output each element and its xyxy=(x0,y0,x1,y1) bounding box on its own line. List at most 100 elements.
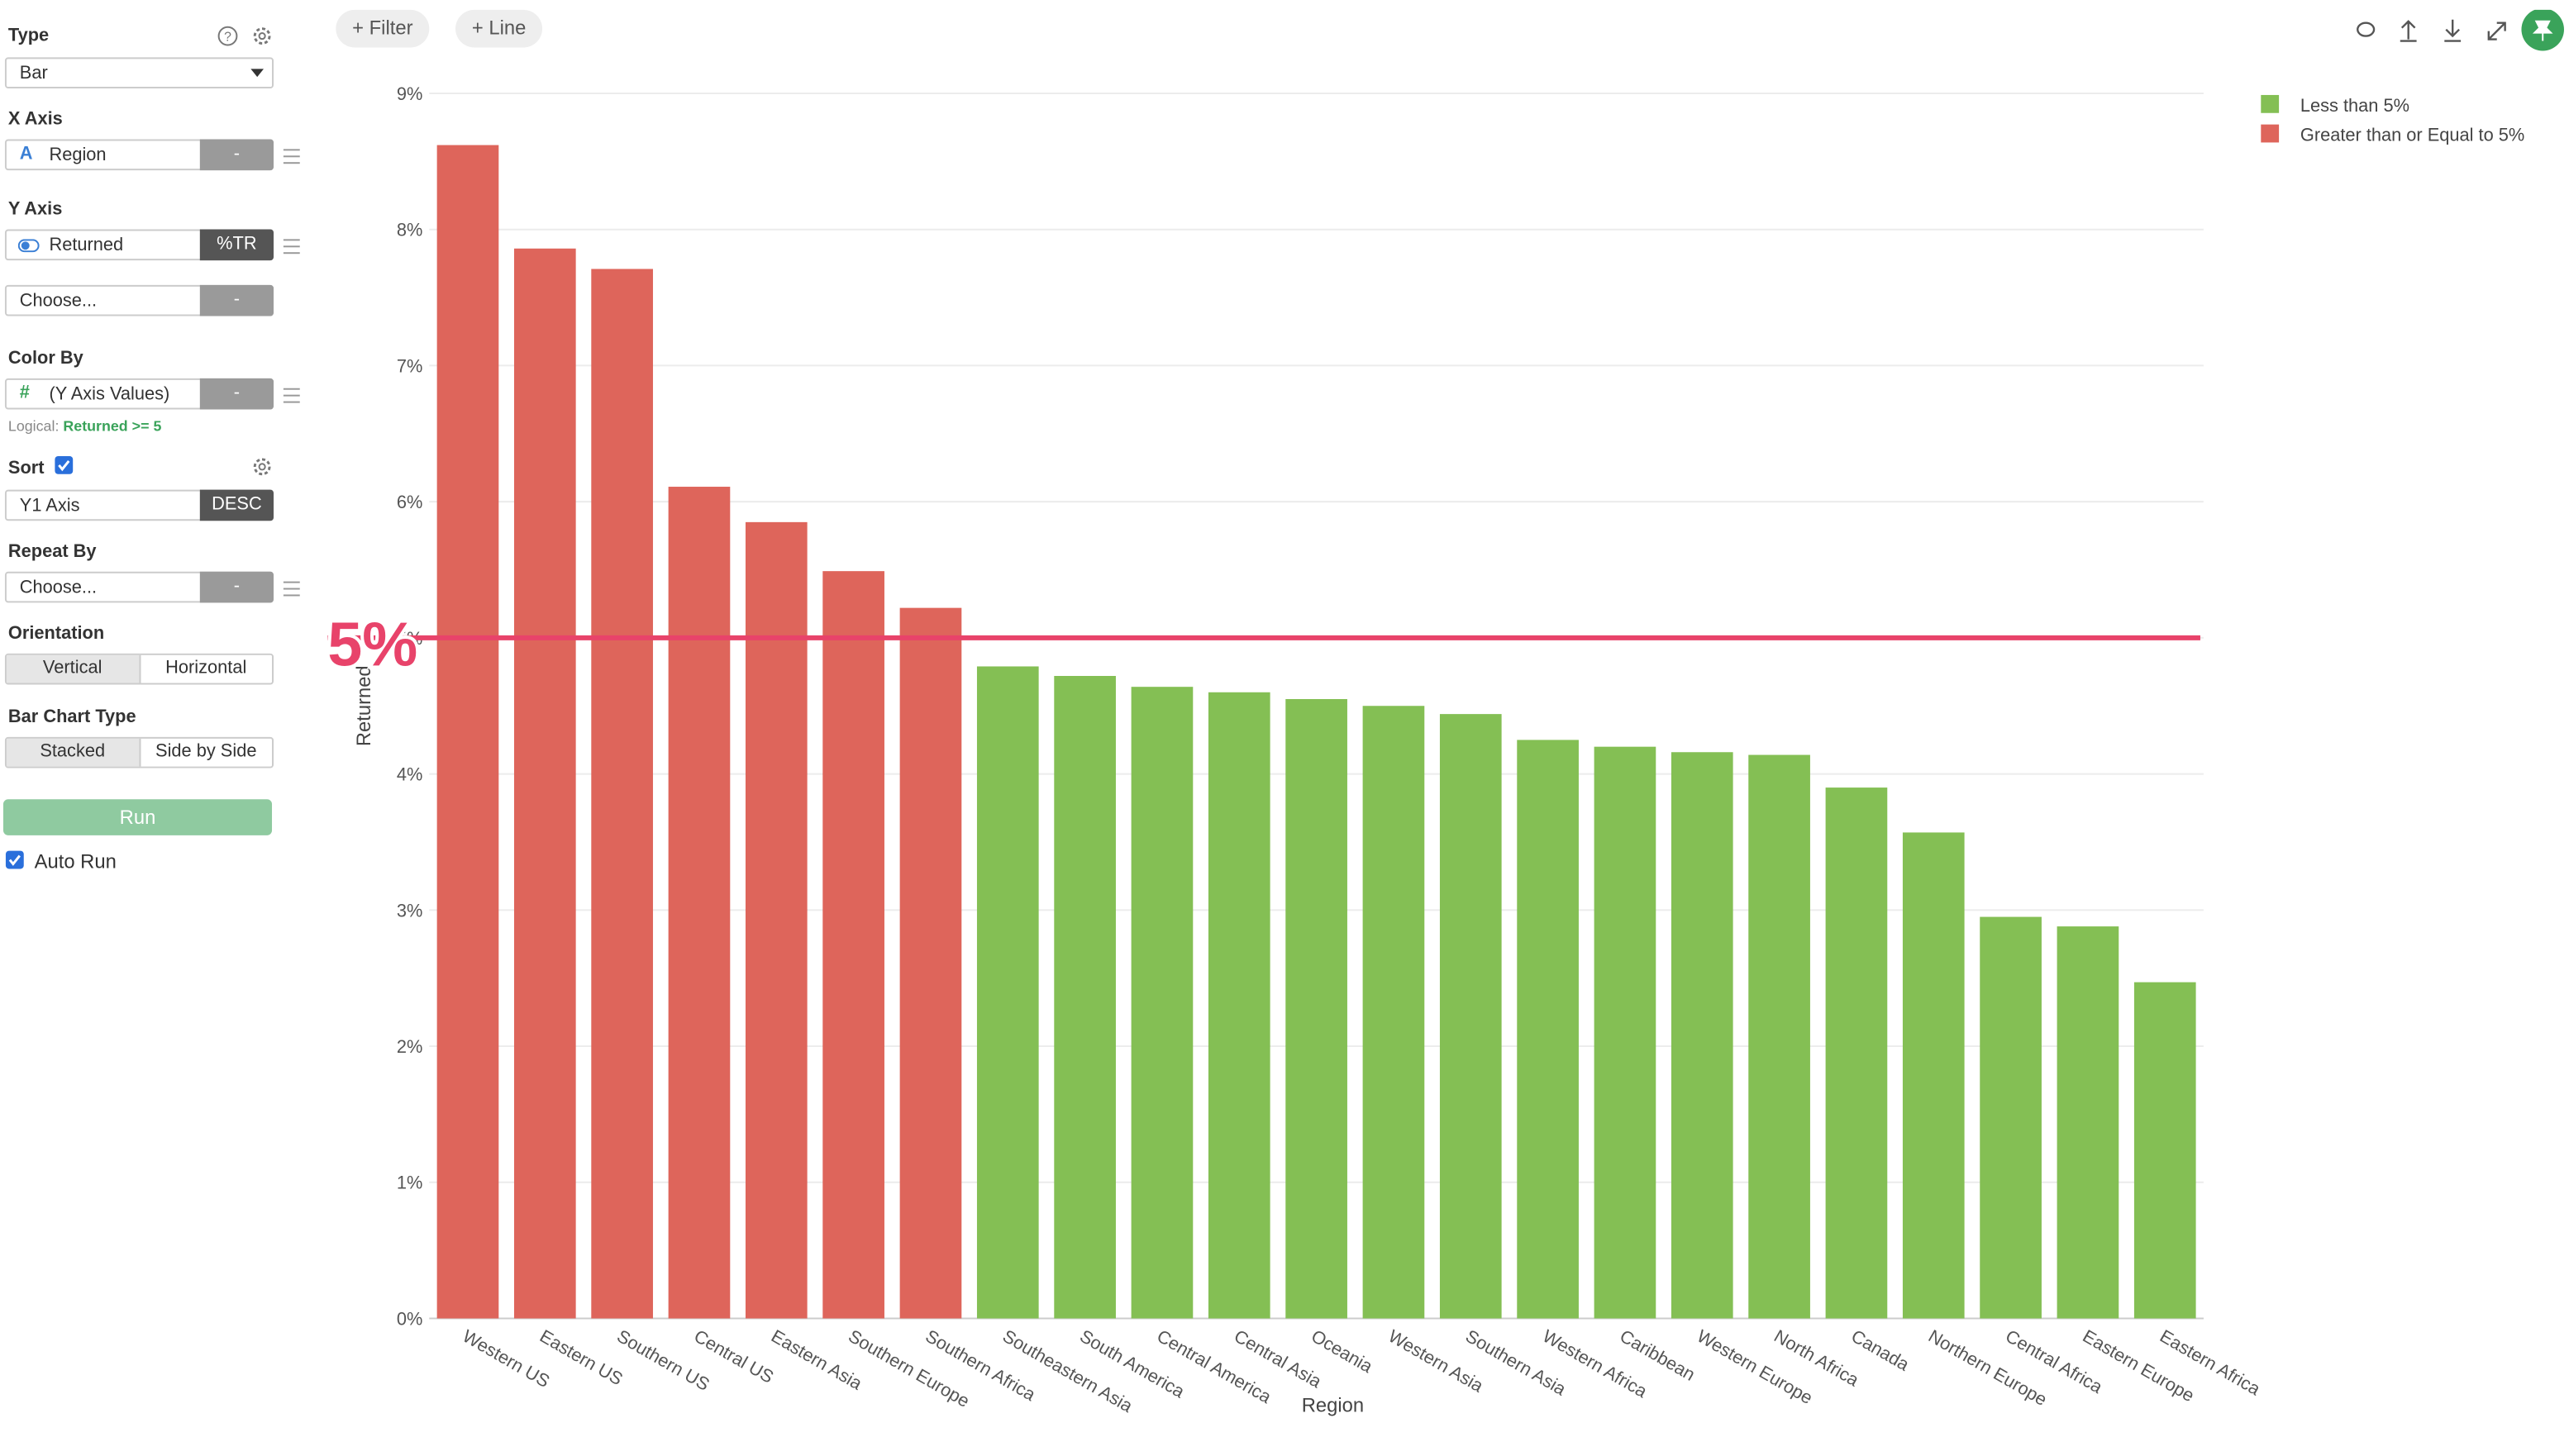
y-field-2: Choose... xyxy=(19,291,98,312)
type-dropdown[interactable]: Bar xyxy=(4,57,274,89)
caret xyxy=(250,69,265,78)
y-tick-label: 6% xyxy=(397,492,423,512)
x-axis-label: X Axis xyxy=(7,109,63,130)
bar xyxy=(1825,787,1888,1319)
auto-run-label: Auto Run xyxy=(34,849,117,873)
line-text: Line xyxy=(489,16,527,40)
menu-icon[interactable] xyxy=(283,581,300,597)
bar xyxy=(436,145,499,1319)
menu-icon[interactable] xyxy=(283,239,300,255)
bar xyxy=(1902,832,1965,1319)
expand-icon[interactable] xyxy=(2487,21,2506,40)
option[interactable]: Vertical xyxy=(6,654,141,683)
logical-expr: Returned >= 5 xyxy=(63,417,162,435)
logical-prefix: Logical: xyxy=(7,417,60,435)
menu-icon[interactable] xyxy=(283,388,300,403)
option[interactable]: Side by Side xyxy=(155,741,257,762)
legend-label: Less than 5% xyxy=(2300,95,2409,116)
help-settings-icons[interactable]: ? xyxy=(217,23,282,50)
bar xyxy=(2057,926,2119,1319)
legend-swatch xyxy=(2261,94,2280,113)
color-field: (Y Axis Values) xyxy=(49,384,170,405)
option[interactable]: Stacked xyxy=(6,738,141,767)
y-axis-field-2[interactable]: Choose... - xyxy=(4,284,274,316)
repeat-by-label: Repeat By xyxy=(7,542,97,562)
sort-checkbox[interactable] xyxy=(54,455,75,477)
x-agg[interactable]: - xyxy=(199,139,274,171)
comment-icon[interactable] xyxy=(2357,21,2376,37)
type-value: Bar xyxy=(19,64,48,84)
x-tick-label: Western US xyxy=(460,1325,554,1392)
bar xyxy=(1439,714,1502,1319)
legend-label: Greater than or Equal to 5% xyxy=(2300,124,2524,145)
x-tick-label: Southeastern Asia xyxy=(999,1325,1137,1417)
bar xyxy=(1131,687,1194,1319)
color-agg[interactable]: - xyxy=(199,378,274,410)
bar xyxy=(899,607,962,1319)
toolbar-icons xyxy=(2357,9,2564,51)
bar xyxy=(1362,706,1425,1319)
orientation-toggle: Vertical Horizontal xyxy=(4,653,274,685)
y-tick-label: 1% xyxy=(397,1173,423,1193)
filter-button[interactable]: + Filter xyxy=(336,9,430,48)
repeat-field: Choose... xyxy=(19,578,98,598)
toggle-icon xyxy=(17,239,40,253)
auto-run-checkbox[interactable] xyxy=(5,850,26,872)
y-tick-label: 7% xyxy=(397,355,423,376)
line-button[interactable]: + Line xyxy=(455,9,543,48)
run-button[interactable]: Run xyxy=(2,799,273,835)
orientation-label: Orientation xyxy=(7,624,105,644)
x-axis-field[interactable]: A Region - xyxy=(4,139,274,171)
pin-icon xyxy=(2532,20,2553,41)
y-axis-field[interactable]: Returned %TR xyxy=(4,229,274,261)
option[interactable]: Horizontal xyxy=(165,658,247,678)
y-tick-label: 8% xyxy=(397,220,423,240)
sort-field[interactable]: Y1 Axis DESC xyxy=(4,489,274,521)
x-field: Region xyxy=(49,145,107,166)
repeat-by-field[interactable]: Choose... - xyxy=(4,571,274,603)
x-axis-title: Region xyxy=(1302,1394,1364,1416)
bar xyxy=(1594,746,1656,1319)
color-by-label: Color By xyxy=(7,349,83,369)
bar xyxy=(1517,740,1579,1319)
sort-order[interactable]: DESC xyxy=(199,489,274,521)
bar xyxy=(1285,699,1347,1319)
number-icon: # xyxy=(19,383,30,403)
text-icon: A xyxy=(19,144,33,164)
bar xyxy=(1980,916,2042,1319)
bar xyxy=(822,571,884,1319)
bar xyxy=(1671,752,1733,1319)
y-field: Returned xyxy=(49,236,124,256)
sort-label: Sort xyxy=(7,458,45,478)
x-tick-label: Canada xyxy=(1848,1325,1914,1375)
menu-icon[interactable] xyxy=(283,149,300,164)
svg-text:?: ? xyxy=(224,31,231,45)
bar xyxy=(1748,754,1810,1319)
y-tick-label: 0% xyxy=(397,1308,423,1329)
bar xyxy=(2133,982,2196,1319)
bar xyxy=(745,521,808,1319)
y-agg[interactable]: %TR xyxy=(199,229,274,261)
y-tick-label: 4% xyxy=(397,764,423,785)
legend-swatch xyxy=(2261,124,2280,143)
sort-field-text: Y1 Axis xyxy=(19,496,80,516)
upload-icon[interactable] xyxy=(2400,20,2417,42)
sort-settings[interactable] xyxy=(249,454,275,480)
logical-note: Logical: Returned >= 5 xyxy=(8,417,161,434)
download-icon[interactable] xyxy=(2444,19,2462,42)
y-tick-label: 9% xyxy=(397,83,423,104)
color-by-field[interactable]: # (Y Axis Values) - xyxy=(4,378,274,410)
repeat-agg[interactable]: - xyxy=(199,571,274,603)
y-agg-2[interactable]: - xyxy=(199,284,274,316)
reference-label: 5% xyxy=(327,610,417,679)
bar xyxy=(976,666,1039,1319)
bar xyxy=(591,269,653,1319)
y-tick-label: 3% xyxy=(397,900,423,921)
type-label: Type xyxy=(7,26,50,46)
y-axis-title: Returned xyxy=(353,665,375,746)
bar-type-toggle: Stacked Side by Side xyxy=(4,736,274,768)
bar-type-label: Bar Chart Type xyxy=(7,707,136,728)
